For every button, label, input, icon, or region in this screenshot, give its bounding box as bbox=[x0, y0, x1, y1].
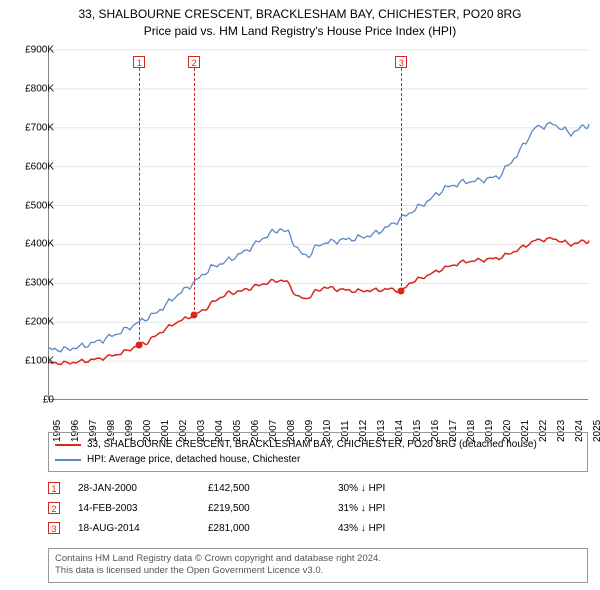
legend-row: 33, SHALBOURNE CRESCENT, BRACKLESHAM BAY… bbox=[55, 437, 581, 452]
sales-price: £219,500 bbox=[208, 503, 338, 514]
attribution-box: Contains HM Land Registry data © Crown c… bbox=[48, 548, 588, 583]
sales-marker: 3 bbox=[48, 522, 60, 534]
y-tick-label: £700K bbox=[10, 122, 54, 133]
marker-dropline bbox=[139, 68, 140, 345]
sales-price: £281,000 bbox=[208, 523, 338, 534]
legend-box: 33, SHALBOURNE CRESCENT, BRACKLESHAM BAY… bbox=[48, 432, 588, 472]
chart-plot-area bbox=[48, 50, 588, 400]
marker-dot bbox=[191, 311, 198, 318]
sales-price: £142,500 bbox=[208, 483, 338, 494]
y-tick-label: £300K bbox=[10, 278, 54, 289]
series-hpi bbox=[49, 122, 589, 351]
marker-dropline bbox=[401, 68, 402, 291]
sales-delta: 30% ↓ HPI bbox=[338, 483, 468, 494]
marker-dot bbox=[398, 287, 405, 294]
y-tick-label: £100K bbox=[10, 356, 54, 367]
title-line-2: Price paid vs. HM Land Registry's House … bbox=[10, 23, 590, 40]
sales-row: 1 28-JAN-2000£142,50030% ↓ HPI bbox=[48, 478, 588, 498]
legend-label: 33, SHALBOURNE CRESCENT, BRACKLESHAM BAY… bbox=[87, 439, 537, 450]
marker-dropline bbox=[194, 68, 195, 315]
sales-date: 28-JAN-2000 bbox=[78, 483, 208, 494]
y-tick-label: £800K bbox=[10, 83, 54, 94]
y-tick-label: £400K bbox=[10, 239, 54, 250]
marker-box: 1 bbox=[133, 56, 145, 68]
chart-svg bbox=[49, 50, 589, 400]
title-line-1: 33, SHALBOURNE CRESCENT, BRACKLESHAM BAY… bbox=[10, 6, 590, 23]
y-tick-label: £200K bbox=[10, 317, 54, 328]
y-tick-label: £0 bbox=[10, 395, 54, 406]
marker-dot bbox=[136, 341, 143, 348]
series-property bbox=[49, 238, 589, 365]
attribution-line-1: Contains HM Land Registry data © Crown c… bbox=[55, 553, 581, 565]
sales-marker: 1 bbox=[48, 482, 60, 494]
legend-label: HPI: Average price, detached house, Chic… bbox=[87, 454, 300, 465]
sales-table: 1 28-JAN-2000£142,50030% ↓ HPI 2 14-FEB-200… bbox=[48, 478, 588, 538]
marker-box: 3 bbox=[395, 56, 407, 68]
sales-row: 2 14-FEB-2003£219,50031% ↓ HPI bbox=[48, 498, 588, 518]
y-tick-label: £600K bbox=[10, 161, 54, 172]
y-tick-label: £900K bbox=[10, 45, 54, 56]
legend-row: HPI: Average price, detached house, Chic… bbox=[55, 452, 581, 467]
sales-delta: 31% ↓ HPI bbox=[338, 503, 468, 514]
sales-row: 3 18-AUG-2014£281,00043% ↓ HPI bbox=[48, 518, 588, 538]
legend-swatch bbox=[55, 444, 81, 446]
y-tick-label: £500K bbox=[10, 200, 54, 211]
attribution-line-2: This data is licensed under the Open Gov… bbox=[55, 565, 581, 577]
chart-container: 33, SHALBOURNE CRESCENT, BRACKLESHAM BAY… bbox=[0, 0, 600, 590]
legend-swatch bbox=[55, 459, 81, 461]
sales-delta: 43% ↓ HPI bbox=[338, 523, 468, 534]
sales-marker: 2 bbox=[48, 502, 60, 514]
x-tick-label: 2025 bbox=[592, 420, 600, 442]
sales-date: 14-FEB-2003 bbox=[78, 503, 208, 514]
title-block: 33, SHALBOURNE CRESCENT, BRACKLESHAM BAY… bbox=[0, 0, 600, 42]
marker-box: 2 bbox=[188, 56, 200, 68]
sales-date: 18-AUG-2014 bbox=[78, 523, 208, 534]
